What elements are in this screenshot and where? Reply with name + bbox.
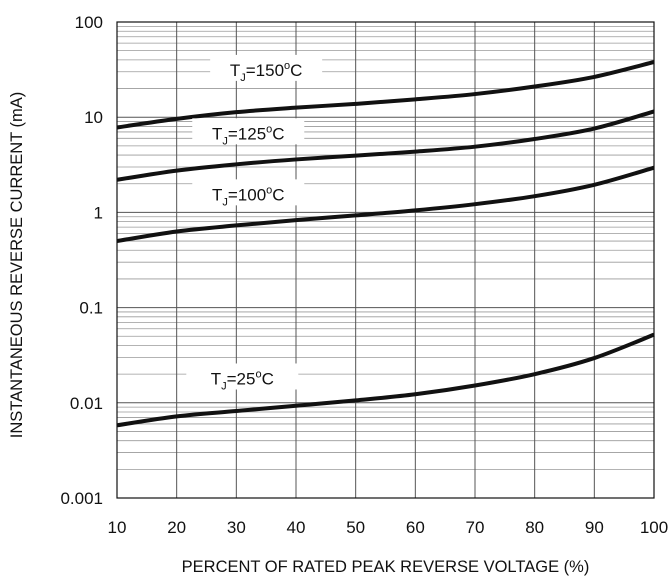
curve-series-3 xyxy=(116,165,655,244)
curve-label-text: TJ=100oC xyxy=(212,184,285,208)
curve-label-1: TJ=150oC xyxy=(210,54,323,84)
y-tick-label: 0.001 xyxy=(60,489,103,508)
curve-label-text: TJ=25oC xyxy=(211,368,274,392)
curve-label-box xyxy=(192,118,305,145)
curve-label-box xyxy=(210,54,323,81)
x-tick-label: 30 xyxy=(227,518,246,537)
x-tick-label: 80 xyxy=(525,518,544,537)
curve-label-text: TJ=125oC xyxy=(212,123,285,147)
curve-label-box xyxy=(186,363,299,390)
y-tick-label: 0.1 xyxy=(79,299,103,318)
data-curves xyxy=(116,60,655,428)
x-tick-label: 20 xyxy=(167,518,186,537)
y-tick-label: 1 xyxy=(94,203,103,222)
curve-series-4 xyxy=(116,332,655,428)
curve-label-box xyxy=(192,179,305,206)
x-tick-label: 60 xyxy=(406,518,425,537)
plot-frame xyxy=(116,21,655,499)
x-axis-label: PERCENT OF RATED PEAK REVERSE VOLTAGE (%… xyxy=(182,558,590,576)
curve-label-text: TJ=150oC xyxy=(230,60,303,84)
y-tick-labels: 0.001 0.01 0.1 1 10 100 xyxy=(60,13,103,508)
y-tick-label: 100 xyxy=(75,13,103,32)
y-axis-label: INSTANTANEOUS REVERSE CURRENT (mA) xyxy=(8,92,26,439)
curve-label-4: TJ=25oC xyxy=(186,363,299,392)
x-tick-label: 40 xyxy=(287,518,306,537)
curve-series-2 xyxy=(116,109,655,182)
curve-labels: TJ=150oC TJ=125oC TJ=100oC TJ=25oC xyxy=(186,54,323,392)
x-tick-labels: 10 20 30 40 50 60 70 80 90 100 xyxy=(108,518,669,537)
x-tick-label: 100 xyxy=(640,518,668,537)
curve-label-2: TJ=125oC xyxy=(192,118,305,147)
grid-lines xyxy=(116,22,655,499)
x-tick-label: 90 xyxy=(585,518,604,537)
x-tick-label: 10 xyxy=(108,518,127,537)
y-tick-label: 10 xyxy=(84,108,103,127)
curve-series-1 xyxy=(116,60,655,130)
x-tick-label: 70 xyxy=(466,518,485,537)
y-tick-label: 0.01 xyxy=(70,394,103,413)
curve-label-3: TJ=100oC xyxy=(192,179,305,208)
x-tick-label: 50 xyxy=(346,518,365,537)
